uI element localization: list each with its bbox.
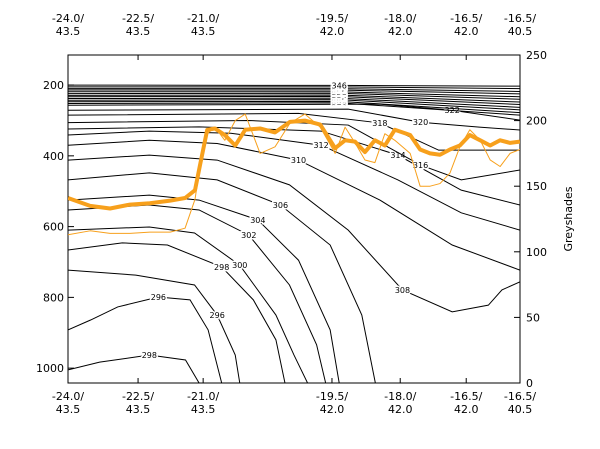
contour-line <box>68 86 520 90</box>
contour-line <box>68 94 520 103</box>
y2-tick-label: 100 <box>526 246 547 259</box>
contour-line <box>68 108 520 131</box>
contour-label: 318 <box>372 119 387 128</box>
x-tick-label: -19.5/42.0 <box>316 12 348 38</box>
contour-label: 332 <box>332 92 347 101</box>
contour-line <box>68 130 520 231</box>
contour-label: 342 <box>332 85 347 94</box>
contour-line <box>68 226 309 383</box>
contour-label: 296 <box>210 311 225 320</box>
y-tick-label: 600 <box>43 221 64 234</box>
contour-line <box>68 100 520 114</box>
x-tick-label: -18.0/42.0 <box>384 390 416 416</box>
contour-line <box>68 91 520 98</box>
greyshade-line <box>68 118 520 211</box>
y2-tick-label: 50 <box>526 311 540 324</box>
contour-line <box>68 112 520 151</box>
x-tick-label: -19.5/42.0 <box>316 390 348 416</box>
x-tick-label: -16.5/40.5 <box>504 390 536 416</box>
contour-label: 320 <box>413 118 428 127</box>
contour-label: 304 <box>250 216 265 225</box>
contour-label: 308 <box>395 286 410 295</box>
contour-line <box>68 84 520 87</box>
x-tick-label: -22.5/43.5 <box>122 390 154 416</box>
contour-line <box>68 204 327 383</box>
y2-tick-label: 150 <box>526 180 547 193</box>
contour-line <box>68 99 520 111</box>
y-tick-label: 1000 <box>36 362 64 375</box>
contour-line <box>68 102 520 116</box>
contour-line <box>68 95 520 106</box>
contour-label: 334 <box>332 91 347 100</box>
x-tick-label: -21.0/43.5 <box>187 390 219 416</box>
contour-label: 312 <box>313 141 328 150</box>
contour-line <box>68 126 520 206</box>
greyshade-line <box>68 113 520 236</box>
contour-label: 314 <box>390 151 405 160</box>
y2-tick-label: 0 <box>526 377 533 390</box>
contour-line <box>68 269 241 383</box>
contour-label: 344 <box>332 83 347 92</box>
contour-line <box>68 154 520 313</box>
contour-line <box>68 242 286 383</box>
x-tick-label: -22.5/43.5 <box>122 12 154 38</box>
contour-line <box>68 97 520 108</box>
contour-label: 316 <box>413 161 428 170</box>
contour-label: 310 <box>291 156 306 165</box>
x-tick-label: -16.5/42.0 <box>450 12 482 38</box>
contour-label: 338 <box>332 88 347 97</box>
contour-line <box>68 89 520 95</box>
contour-label: 300 <box>232 261 247 270</box>
y2-tick-label: 200 <box>526 115 547 128</box>
contour-label: 336 <box>332 89 347 98</box>
contour-label: 306 <box>273 201 288 210</box>
plot-frame <box>67 54 521 384</box>
y2-tick-label: 250 <box>526 49 547 62</box>
y-tick-label: 400 <box>43 150 64 163</box>
contour-layer: 2962962982983003023043063083103123143163… <box>68 80 520 383</box>
y-tick-label: 200 <box>43 79 64 92</box>
contour-label: 298 <box>214 263 229 272</box>
x-tick-label: -24.0/43.5 <box>52 390 84 416</box>
contour-line <box>68 103 520 121</box>
contour-label: 340 <box>332 86 347 95</box>
contour-line <box>68 139 520 271</box>
contour-label: 298 <box>142 351 157 360</box>
x-tick-label: -18.0/42.0 <box>384 12 416 38</box>
y-tick-label: 800 <box>43 291 64 304</box>
contour-line <box>68 296 223 383</box>
x-tick-label: -16.5/42.0 <box>450 390 482 416</box>
contour-line <box>68 194 340 383</box>
contour-label: 346 <box>332 81 347 90</box>
contour-line <box>68 354 200 383</box>
x-tick-label: -21.0/43.5 <box>187 12 219 38</box>
x-tick-label: -16.5/40.5 <box>504 12 536 38</box>
contour-line <box>68 172 376 383</box>
contour-line <box>68 88 520 92</box>
contour-label: 302 <box>241 231 256 240</box>
contour-label: 296 <box>151 293 166 302</box>
contour-line <box>68 92 520 100</box>
x-tick-label: -24.0/43.5 <box>52 12 84 38</box>
y2-axis-label: Greyshades <box>562 186 575 251</box>
contour-label: 330 <box>332 94 347 103</box>
